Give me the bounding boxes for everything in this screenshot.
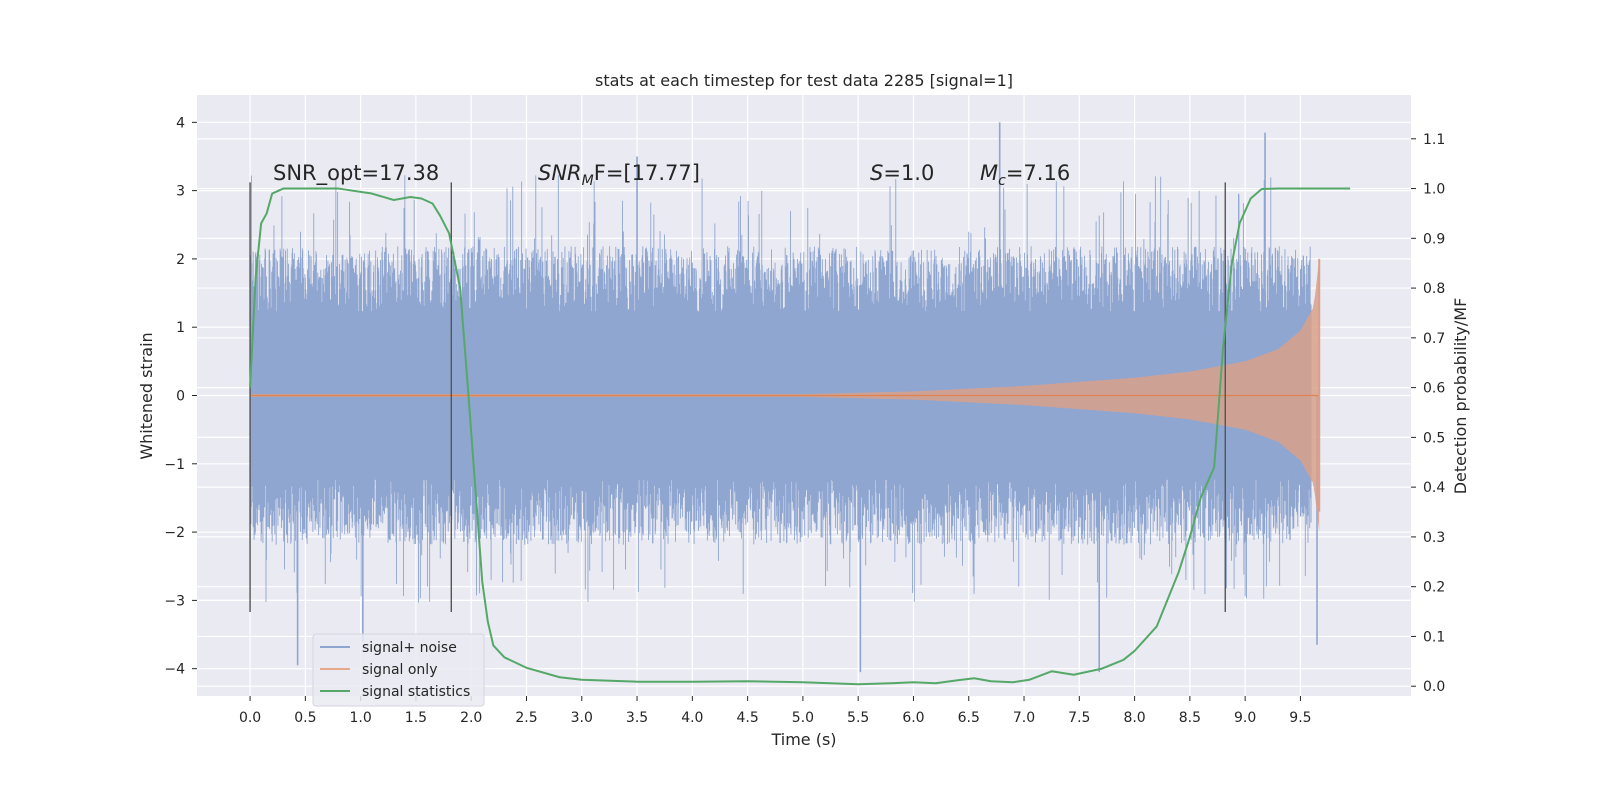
x-axis-ticks: 0.0 0.5 1.0 1.5 2.0 2.5 3.0 3.5 4.0 4.5 5.0 5.5 6.0 6…	[239, 696, 1312, 726]
y2-tick-label: 0.3	[1423, 530, 1445, 546]
annotation-s-rest: =1.0	[883, 161, 934, 185]
chart-title: stats at each timestep for test data 228…	[595, 71, 1013, 90]
y2-tick-label: 0.7	[1423, 331, 1445, 347]
x-tick-label: 7.5	[1068, 710, 1090, 726]
x-tick-label: 2.0	[460, 710, 482, 726]
series-signal-statistics	[249, 187, 1351, 686]
y2-tick-label: 1.1	[1423, 132, 1445, 148]
x-tick-label: 9.5	[1289, 710, 1311, 726]
statistics-line	[249, 187, 1351, 686]
y-axis-label: Whitened strain	[137, 332, 156, 459]
x-tick-label: 6.0	[902, 710, 924, 726]
x-tick-label: 0.0	[239, 710, 261, 726]
y-tick-label: −1	[164, 457, 185, 473]
y-tick-label: −2	[164, 525, 185, 541]
x-tick-label: 3.5	[626, 710, 648, 726]
x-tick-label: 1.0	[350, 710, 372, 726]
y-tick-label: 2	[176, 252, 185, 268]
x-tick-label: 5.0	[792, 710, 814, 726]
y-tick-label: 1	[176, 320, 185, 336]
y-tick-label: 4	[176, 115, 185, 131]
y2-tick-label: 0.2	[1423, 580, 1445, 596]
y2-tick-label: 0.1	[1423, 629, 1445, 645]
legend-label-signal-statistics: signal statistics	[362, 684, 470, 700]
annotation-mc-sub: c	[998, 173, 1006, 189]
annotation-s: S=1.0	[870, 161, 934, 185]
x-tick-label: 3.0	[571, 710, 593, 726]
y-tick-label: 0	[176, 389, 185, 405]
y-axis-ticks: 4 3 2 1 0 −1 −2 −3 −4	[164, 115, 197, 678]
annotation-snr-mf-main: SNR	[538, 161, 582, 185]
series-signal-only	[250, 258, 1321, 533]
annotation-mc: Mc=7.16	[980, 161, 1070, 189]
y-tick-label: −4	[164, 662, 185, 678]
y2-tick-label: 0.9	[1423, 231, 1445, 247]
x-tick-label: 8.5	[1179, 710, 1201, 726]
y2-tick-label: 0.4	[1423, 480, 1445, 496]
annotation-snr-mf-rest: F=[17.77]	[594, 161, 700, 185]
x-tick-label: 2.5	[515, 710, 537, 726]
x-tick-label: 7.0	[1013, 710, 1035, 726]
y-tick-label: 3	[176, 184, 185, 200]
annotation-s-main: S	[870, 161, 883, 185]
y2-axis-ticks: 1.1 1.0 0.9 0.8 0.7 0.6 0.5 0.4 0.3 0.2 0.1 0.0	[1411, 132, 1445, 695]
y2-axis-label: Detection probability/MF	[1451, 298, 1470, 495]
x-tick-label: 8.0	[1123, 710, 1145, 726]
x-axis-label: Time (s)	[770, 730, 836, 749]
legend-label-signal-noise: signal+ noise	[362, 640, 457, 656]
y-tick-label: −3	[164, 593, 185, 609]
vertical-markers	[249, 182, 1226, 612]
x-tick-label: 5.5	[847, 710, 869, 726]
x-tick-label: 1.5	[405, 710, 427, 726]
x-tick-label: 9.0	[1234, 710, 1256, 726]
legend: signal+ noise signal only signal statist…	[312, 633, 485, 707]
annotation-mc-main: M	[980, 161, 998, 185]
x-tick-label: 6.5	[958, 710, 980, 726]
annotation-snr-mf: SNRMF=[17.77]	[538, 161, 700, 189]
x-tick-label: 4.0	[681, 710, 703, 726]
legend-box	[312, 633, 485, 707]
x-tick-label: 4.5	[736, 710, 758, 726]
annotation-mc-rest: =7.16	[1006, 161, 1070, 185]
annotation-snr-opt: SNR_opt=17.38	[273, 161, 439, 186]
x-tick-label: 0.5	[294, 710, 316, 726]
y2-tick-label: 1.0	[1423, 182, 1445, 198]
annotation-snr-mf-sub: M	[582, 173, 594, 189]
legend-label-signal-only: signal only	[362, 662, 437, 678]
y2-tick-label: 0.8	[1423, 281, 1445, 297]
y2-tick-label: 0.6	[1423, 381, 1445, 397]
y2-tick-label: 0.5	[1423, 430, 1445, 446]
y2-tick-label: 0.0	[1423, 679, 1445, 695]
